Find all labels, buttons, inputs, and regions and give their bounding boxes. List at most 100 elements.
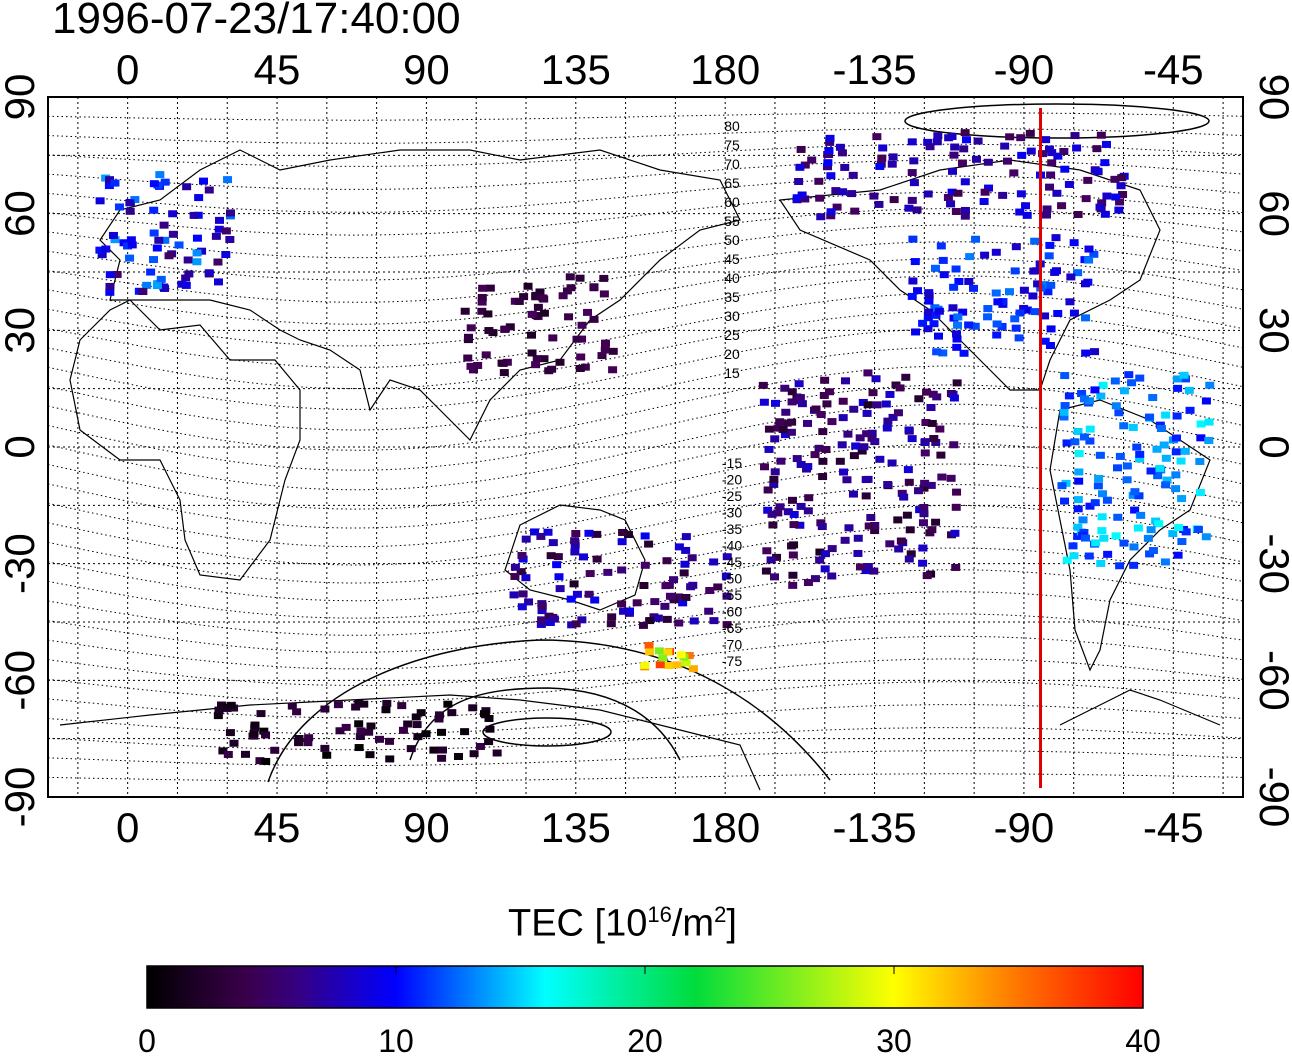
tec-cell bbox=[788, 581, 798, 589]
lat-tick-label-left: -90 bbox=[0, 767, 43, 828]
tec-cell bbox=[1083, 176, 1093, 184]
tec-cell bbox=[374, 735, 384, 743]
tec-cell bbox=[979, 197, 989, 205]
tec-cell bbox=[599, 274, 609, 282]
tec-cell bbox=[770, 435, 780, 443]
tec-cell bbox=[826, 208, 836, 216]
tec-cell bbox=[1130, 488, 1140, 496]
tec-cell bbox=[1196, 420, 1206, 428]
lon-tick-label-bottom: 90 bbox=[403, 804, 450, 851]
tec-cell bbox=[1074, 468, 1084, 476]
tec-cell bbox=[639, 581, 649, 589]
tec-cell bbox=[1127, 379, 1137, 387]
tec-cell bbox=[713, 583, 723, 591]
tec-cell bbox=[826, 172, 836, 180]
tec-cell bbox=[681, 593, 691, 601]
tec-cell bbox=[645, 617, 655, 625]
tec-cell bbox=[1073, 496, 1083, 504]
tec-cell bbox=[794, 178, 804, 186]
tec-cell bbox=[1156, 425, 1166, 433]
tec-cell bbox=[909, 157, 919, 165]
tec-cell bbox=[484, 714, 494, 722]
tec-cell bbox=[838, 397, 848, 405]
lon-tick-label-bottom: -45 bbox=[1143, 804, 1204, 851]
tec-cell bbox=[1171, 471, 1181, 479]
tec-cell bbox=[1081, 314, 1091, 322]
tec-cell bbox=[510, 572, 520, 580]
tec-cell bbox=[1073, 505, 1083, 513]
tec-cell bbox=[934, 307, 944, 315]
tec-cell bbox=[385, 755, 395, 763]
mag-lat-label: -30 bbox=[722, 505, 742, 521]
tec-cell bbox=[678, 599, 688, 607]
tec-cell bbox=[674, 619, 684, 627]
tec-cell bbox=[1097, 513, 1107, 521]
tec-cell bbox=[1129, 543, 1139, 551]
lat-tick-label-left: 90 bbox=[0, 74, 43, 121]
tec-cell bbox=[951, 265, 961, 273]
tec-cell bbox=[1038, 150, 1048, 158]
tec-cell bbox=[857, 447, 867, 455]
tec-cell bbox=[926, 481, 936, 489]
tec-cell bbox=[535, 288, 545, 296]
tec-cell bbox=[1119, 422, 1129, 430]
tec-cell bbox=[770, 468, 780, 476]
tec-cell bbox=[1064, 180, 1074, 188]
tec-cell bbox=[758, 381, 768, 389]
tec-cell bbox=[184, 270, 194, 278]
tec-cell bbox=[838, 414, 848, 422]
tec-cell bbox=[925, 143, 935, 151]
tec-cell bbox=[655, 661, 665, 669]
tec-cell bbox=[1021, 202, 1031, 210]
mag-contour-line bbox=[47, 175, 1244, 213]
lon-tick-label-bottom: -90 bbox=[994, 804, 1055, 851]
tec-cell bbox=[796, 502, 806, 510]
tec-cell bbox=[517, 552, 527, 560]
tec-cell bbox=[632, 599, 642, 607]
tec-cell bbox=[354, 699, 364, 707]
tec-cell bbox=[412, 721, 422, 729]
tec-cell bbox=[1059, 147, 1069, 155]
tec-cell bbox=[154, 236, 164, 244]
tec-cell bbox=[1113, 464, 1123, 472]
tec-cell bbox=[951, 563, 961, 571]
tec-cell bbox=[1015, 208, 1025, 216]
tec-cell bbox=[881, 400, 891, 408]
colorbar: 0 10 20 30 40 bbox=[138, 965, 1161, 1057]
tec-cell bbox=[823, 159, 833, 167]
tec-cell bbox=[1110, 175, 1120, 183]
tec-cell bbox=[619, 607, 629, 615]
tec-cell bbox=[850, 207, 860, 215]
tec-cell bbox=[226, 701, 236, 709]
tec-cell bbox=[1184, 386, 1194, 394]
tec-cell bbox=[816, 411, 826, 419]
colorbar-title: TEC [1016/m2] bbox=[508, 902, 737, 946]
tec-cell bbox=[921, 419, 931, 427]
tec-cell bbox=[957, 159, 967, 167]
tec-cell bbox=[1111, 193, 1121, 201]
tec-cell bbox=[997, 322, 1007, 330]
tec-cell bbox=[818, 473, 828, 481]
tec-cell bbox=[993, 298, 1003, 306]
tec-cell bbox=[952, 330, 962, 338]
tec-cell bbox=[569, 580, 579, 588]
tec-cell bbox=[1084, 397, 1094, 405]
lat-tick-label-left: 30 bbox=[0, 307, 43, 354]
tec-cell bbox=[1180, 447, 1190, 455]
map-area: 80 75 70 65 60 55 50 45 40 35 30 25 20 15 -15-20-25-30… bbox=[47, 96, 1244, 798]
tec-cell bbox=[548, 539, 558, 547]
tec-cell bbox=[1045, 241, 1055, 249]
tec-cell bbox=[814, 177, 824, 185]
tec-cell bbox=[1025, 129, 1035, 137]
tec-cell bbox=[1096, 559, 1106, 567]
tec-cell bbox=[1047, 149, 1057, 157]
tec-cell bbox=[1010, 267, 1020, 275]
tec-cell bbox=[788, 551, 798, 559]
tec-cell bbox=[894, 545, 904, 553]
tec-cell bbox=[818, 457, 828, 465]
tec-cell bbox=[970, 322, 980, 330]
tec-cell bbox=[217, 701, 227, 709]
tec-cell bbox=[1011, 243, 1021, 251]
tec-cell bbox=[922, 388, 932, 396]
tec-cell bbox=[933, 132, 943, 140]
